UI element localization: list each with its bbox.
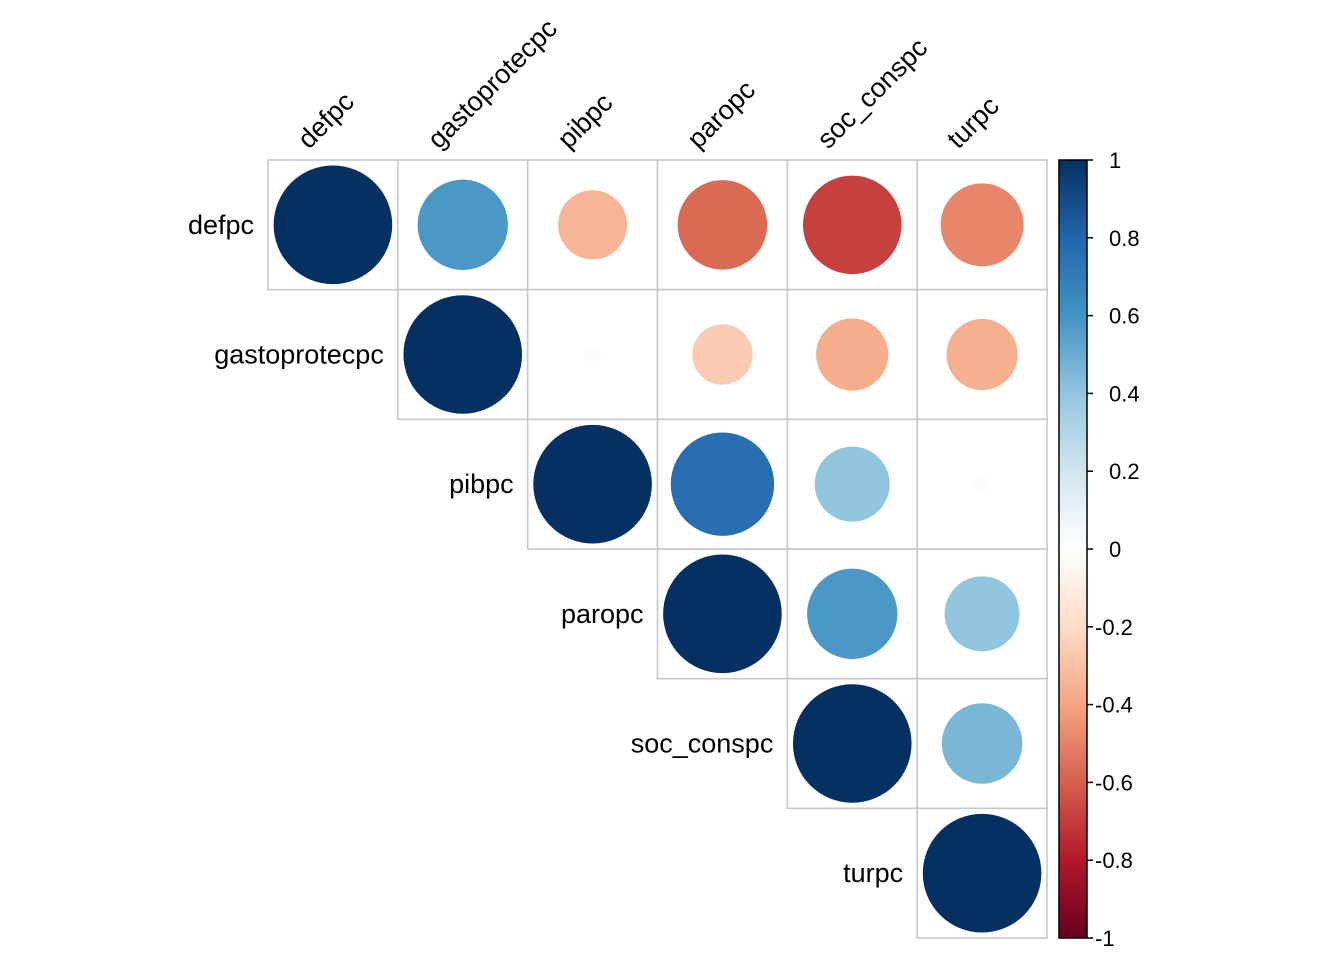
colorbar-legend: 1 0.8 0.6 0.4 0.2 0 -0.2 -0.4 -0.6 -0.8 -1 <box>1058 148 1140 951</box>
colorbar-tick-label: 0.6 <box>1109 304 1140 329</box>
corr-circle-gastoprotecpc-gastoprotecpc <box>403 295 523 414</box>
row-label-paropc: paropc <box>561 599 644 629</box>
colorbar-tick-label: 0.2 <box>1109 459 1140 484</box>
colorbar-tick-label: -0.6 <box>1095 770 1133 795</box>
corr-circle-defpc-paropc <box>677 180 768 270</box>
matrix-circles <box>273 165 1042 933</box>
cell-pibpc-turpc <box>916 418 1048 550</box>
colorbar-tick-label: 0 <box>1109 537 1121 562</box>
corr-circle-pibpc-soc_conspc <box>814 446 890 522</box>
corr-circle-paropc-turpc <box>944 576 1020 652</box>
colorbar-tick-label: -1 <box>1095 926 1115 951</box>
col-label-gastoprotecpc: gastoprotecpc <box>422 13 563 154</box>
corr-circle-pibpc-turpc <box>973 475 991 493</box>
corr-circle-paropc-soc_conspc <box>807 568 898 659</box>
corr-circle-soc_conspc-soc_conspc <box>792 684 912 803</box>
col-label-paropc: paropc <box>681 75 761 155</box>
col-label-soc_conspc: soc_conspc <box>811 32 933 154</box>
corr-circle-gastoprotecpc-paropc <box>692 324 753 385</box>
corr-circle-gastoprotecpc-turpc <box>946 318 1018 391</box>
col-label-pibpc: pibpc <box>552 87 619 154</box>
corr-circle-defpc-gastoprotecpc <box>417 179 508 270</box>
corr-circle-paropc-paropc <box>663 554 782 674</box>
corr-circle-soc_conspc-turpc <box>941 703 1023 784</box>
corr-circle-defpc-pibpc <box>558 190 628 260</box>
colorbar-tick-label: 0.4 <box>1109 381 1140 406</box>
corr-circle-pibpc-paropc <box>670 432 775 536</box>
row-label-gastoprotecpc: gastoprotecpc <box>214 340 384 370</box>
corr-circle-gastoprotecpc-soc_conspc <box>816 318 889 391</box>
row-label-turpc: turpc <box>843 858 903 888</box>
corr-circle-pibpc-pibpc <box>533 424 652 544</box>
colorbar-tick-label: -0.8 <box>1095 848 1133 873</box>
colorbar-tick-label: -0.2 <box>1095 615 1133 640</box>
corr-circle-defpc-turpc <box>940 183 1024 267</box>
matrix-cells <box>267 159 1048 939</box>
cell-pibpc-soc_conspc <box>786 418 918 550</box>
col-label-defpc: defpc <box>292 86 360 154</box>
colorbar-tick-label: 1 <box>1109 148 1121 173</box>
corr-circle-defpc-soc_conspc <box>802 175 902 275</box>
row-label-defpc: defpc <box>188 210 254 240</box>
col-label-turpc: turpc <box>941 91 1005 155</box>
cell-gastoprotecpc-pibpc <box>526 288 659 421</box>
colorbar-tick-label: -0.4 <box>1095 693 1133 718</box>
row-labels: defpc gastoprotecpc pibpc paropc soc_conspct… <box>188 210 903 888</box>
corr-circle-turpc-turpc <box>922 813 1042 933</box>
row-label-soc_conspc: soc_conspc <box>631 729 774 759</box>
corr-circle-gastoprotecpc-pibpc <box>584 346 601 363</box>
row-label-pibpc: pibpc <box>449 469 514 499</box>
corr-circle-defpc-defpc <box>273 165 393 285</box>
colorbar-gradient <box>1058 159 1088 939</box>
colorbar-tick-label: 0.8 <box>1109 226 1140 251</box>
